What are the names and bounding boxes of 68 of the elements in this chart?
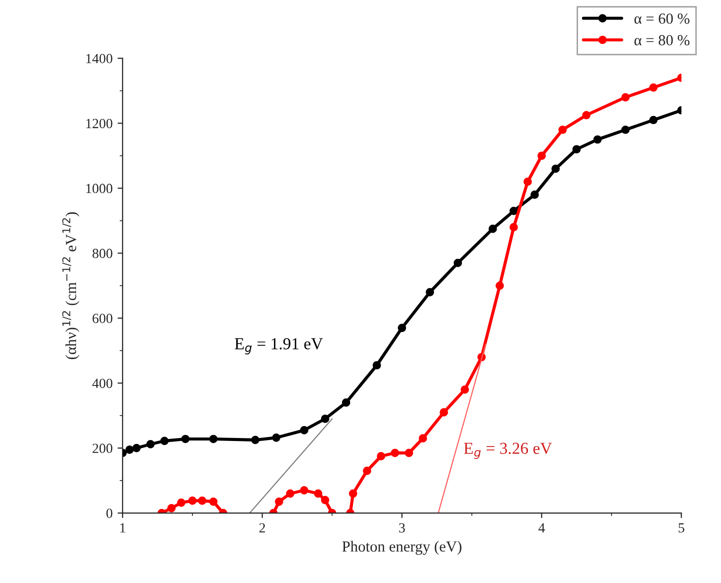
- x-tick-label: 4: [538, 523, 545, 532]
- point: [551, 164, 560, 173]
- point: [537, 152, 546, 160]
- point: [372, 361, 381, 370]
- point: [286, 489, 294, 498]
- y-tick-label: 1000: [86, 184, 112, 194]
- point: [198, 496, 206, 505]
- point: [274, 498, 284, 506]
- y-tick-label: 800: [92, 248, 112, 258]
- point: [300, 426, 308, 434]
- point: [320, 414, 330, 424]
- annotation: E$_{g}$ = 1.91 eV: [234, 338, 323, 354]
- point: [510, 223, 518, 232]
- point: [572, 145, 581, 154]
- point: [426, 288, 434, 296]
- point: [454, 258, 462, 268]
- point: [320, 496, 330, 504]
- point: [167, 504, 176, 512]
- point: [251, 436, 260, 444]
- y-tick-label: 600: [92, 314, 112, 324]
- point: [510, 206, 518, 216]
- point: [621, 126, 630, 134]
- point: [300, 486, 308, 494]
- point: [404, 448, 414, 458]
- x-axis-title: Photon energy (eV): [342, 540, 462, 555]
- point: [398, 324, 406, 332]
- y-tick-label: 0: [106, 508, 112, 518]
- point: [342, 398, 350, 407]
- point: [362, 466, 372, 475]
- point: [530, 190, 539, 199]
- y-tick-label: 1400: [86, 54, 112, 64]
- x-tick-label: 2: [259, 523, 265, 532]
- point: [177, 498, 186, 507]
- point: [314, 489, 322, 498]
- point: [160, 436, 169, 446]
- y-tick-label: 1200: [86, 118, 112, 128]
- point: [376, 452, 386, 460]
- point: [621, 93, 630, 102]
- point: [209, 434, 218, 444]
- point: [181, 434, 190, 444]
- point: [582, 110, 591, 120]
- point: [146, 440, 155, 448]
- y-tick-label: 200: [92, 444, 112, 454]
- point: [593, 135, 602, 144]
- point: [649, 83, 658, 92]
- point: [188, 496, 197, 505]
- point: [348, 489, 358, 498]
- point: [390, 448, 400, 458]
- y-axis-title: (αhν)$^{1/2}$ (cm$^{−1/2}$ eV$^{1/2}$): [62, 212, 80, 360]
- point: [558, 126, 567, 134]
- point: [209, 498, 218, 506]
- point: [496, 282, 504, 290]
- legend-label: α = 60 %: [634, 13, 690, 24]
- point: [649, 116, 658, 124]
- y-tick-label: 400: [92, 378, 112, 388]
- point: [132, 444, 141, 452]
- x-tick-label: 1: [120, 523, 126, 532]
- point: [460, 385, 469, 394]
- point: [440, 408, 448, 417]
- legend-label: α = 80 %: [634, 35, 690, 46]
- point: [524, 178, 532, 186]
- annotation: E$_{g}$ = 3.26 eV: [464, 442, 552, 459]
- point: [125, 446, 134, 454]
- x-tick-label: 5: [678, 523, 684, 533]
- point: [418, 434, 428, 442]
- point: [488, 224, 497, 233]
- point: [272, 434, 280, 442]
- x-tick-label: 3: [399, 523, 405, 533]
